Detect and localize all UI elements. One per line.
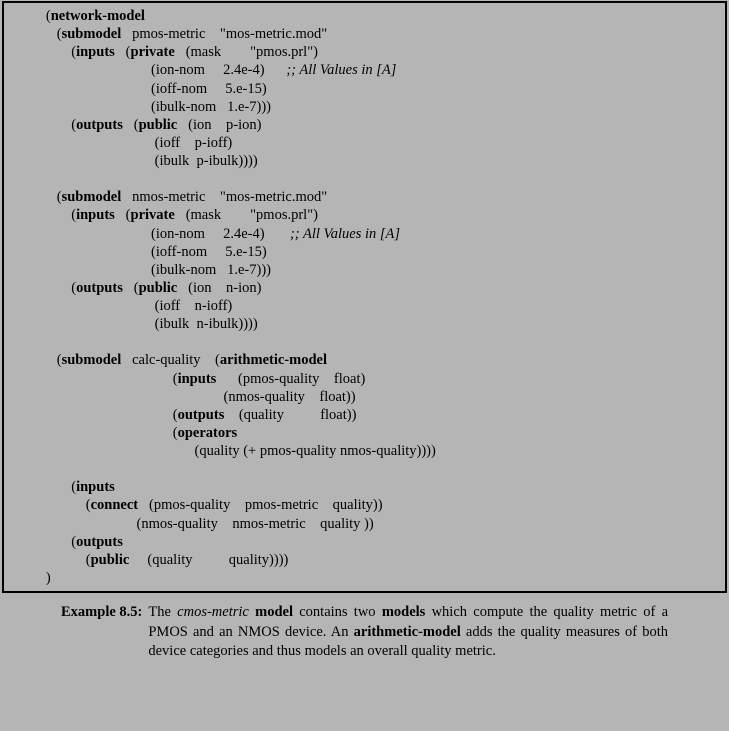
page: (network-model (submodel pmos-metric "mo…: [0, 0, 729, 673]
kw-outputs: outputs: [76, 117, 123, 133]
tok: nmos-metric: [232, 516, 305, 532]
model-term: model: [255, 604, 293, 620]
txt: contains two: [293, 604, 382, 620]
tok: pmos-metric: [132, 26, 205, 42]
kw-outputs: outputs: [76, 280, 123, 296]
tok: p-ioff): [195, 135, 233, 151]
tok: n-ibulk)))): [197, 316, 258, 332]
tok: p-ibulk)))): [197, 153, 258, 169]
kw-network-model: network-model: [51, 8, 145, 24]
kw-connect: connect: [91, 497, 139, 513]
caption: Example 8.5: The cmos-metric model conta…: [61, 603, 668, 662]
kw-private: private: [131, 44, 175, 60]
tok: n-ioff): [195, 298, 233, 314]
tok: (mask: [186, 207, 221, 223]
tok: (ioff-nom: [151, 244, 207, 260]
tok: (quality: [147, 552, 192, 568]
kw-outputs: outputs: [76, 534, 123, 550]
kw-submodel: submodel: [62, 352, 122, 368]
kw-inputs: inputs: [178, 371, 217, 387]
kw-arithmetic-model: arithmetic-model: [220, 352, 327, 368]
kw-inputs: inputs: [76, 44, 115, 60]
tok: (mask: [186, 44, 221, 60]
arithmetic-model-term: arithmetic-model: [354, 624, 461, 640]
tok: float): [334, 371, 365, 387]
tok: "mos-metric.mod": [220, 26, 327, 42]
kw-private: private: [131, 207, 175, 223]
tok: (quality: [239, 407, 284, 423]
cmos-metric-term: cmos-metric: [177, 604, 249, 620]
kw-inputs: inputs: [76, 207, 115, 223]
tok: quality)))): [229, 552, 289, 568]
tok: float)): [320, 407, 356, 423]
tok: quality)): [333, 497, 383, 513]
kw-inputs: inputs: [76, 479, 115, 495]
tok: "pmos.prl"): [250, 44, 318, 60]
kw-public: public: [91, 552, 130, 568]
tok: (ibulk: [155, 316, 190, 332]
kw-public: public: [139, 117, 178, 133]
tok: (ioff-nom: [151, 81, 207, 97]
models-term: models: [382, 604, 426, 620]
tok: (ion: [188, 117, 211, 133]
tok: "pmos.prl"): [250, 207, 318, 223]
tok: calc-quality: [132, 352, 200, 368]
tok: 2.4e-4): [223, 62, 264, 78]
tok: nmos-metric: [132, 189, 205, 205]
tok: (nmos-quality: [224, 389, 305, 405]
tok: (pmos-quality: [149, 497, 230, 513]
caption-label: Example 8.5:: [61, 603, 148, 623]
tok: (nmos-quality: [137, 516, 218, 532]
comment: ;; All Values in [A]: [290, 226, 400, 242]
tok: (ibulk-nom: [151, 99, 216, 115]
tok: (ibulk-nom: [151, 262, 216, 278]
tok: 2.4e-4): [223, 226, 264, 242]
tok: 1.e-7))): [227, 262, 271, 278]
tok: (pmos-quality: [238, 371, 319, 387]
tok: (ibulk: [155, 153, 190, 169]
comment: ;; All Values in [A]: [286, 62, 396, 78]
kw-public: public: [139, 280, 178, 296]
tok: 5.e-15): [225, 81, 266, 97]
txt: The: [148, 604, 177, 620]
tok: quality )): [320, 516, 374, 532]
kw-operators: operators: [178, 425, 238, 441]
kw-outputs: outputs: [178, 407, 225, 423]
tok: ): [46, 570, 51, 586]
kw-submodel: submodel: [62, 189, 122, 205]
kw-submodel: submodel: [62, 26, 122, 42]
tok: (quality (+ pmos-quality nmos-quality)))…: [195, 443, 436, 459]
tok: (ioff: [155, 298, 181, 314]
tok: 5.e-15): [225, 244, 266, 260]
tok: (ion-nom: [151, 62, 205, 78]
code-listing: (network-model (submodel pmos-metric "mo…: [6, 7, 723, 587]
tok: (ion-nom: [151, 226, 205, 242]
tok: pmos-metric: [245, 497, 318, 513]
tok: 1.e-7))): [227, 99, 271, 115]
tok: float)): [319, 389, 355, 405]
caption-text: The cmos-metric model contains two model…: [148, 603, 668, 662]
tok: (ioff: [155, 135, 181, 151]
tok: n-ion): [226, 280, 261, 296]
code-box: (network-model (submodel pmos-metric "mo…: [2, 1, 727, 593]
tok: "mos-metric.mod": [220, 189, 327, 205]
tok: p-ion): [226, 117, 261, 133]
tok: (ion: [188, 280, 211, 296]
